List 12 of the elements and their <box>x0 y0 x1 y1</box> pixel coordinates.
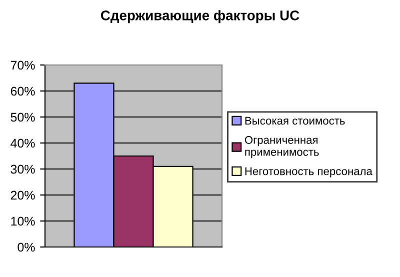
y-tick-label: 40% <box>10 138 35 148</box>
chart-title: Сдерживающие факторы UC <box>100 10 300 24</box>
y-tick-label: 70% <box>10 60 35 70</box>
y-tick-label: 20% <box>10 190 35 200</box>
legend-label: Ограниченная применимость <box>244 136 319 158</box>
y-tick-label: 10% <box>11 216 35 226</box>
y-tick-label: 50% <box>10 112 35 122</box>
y-tick-label: 60% <box>10 86 35 96</box>
y-tick-label: 30% <box>10 164 35 174</box>
legend-label: Неготовность персонала <box>245 167 372 178</box>
y-tick-label: 0% <box>18 242 35 252</box>
legend-label: Высокая стоимость <box>245 116 345 125</box>
